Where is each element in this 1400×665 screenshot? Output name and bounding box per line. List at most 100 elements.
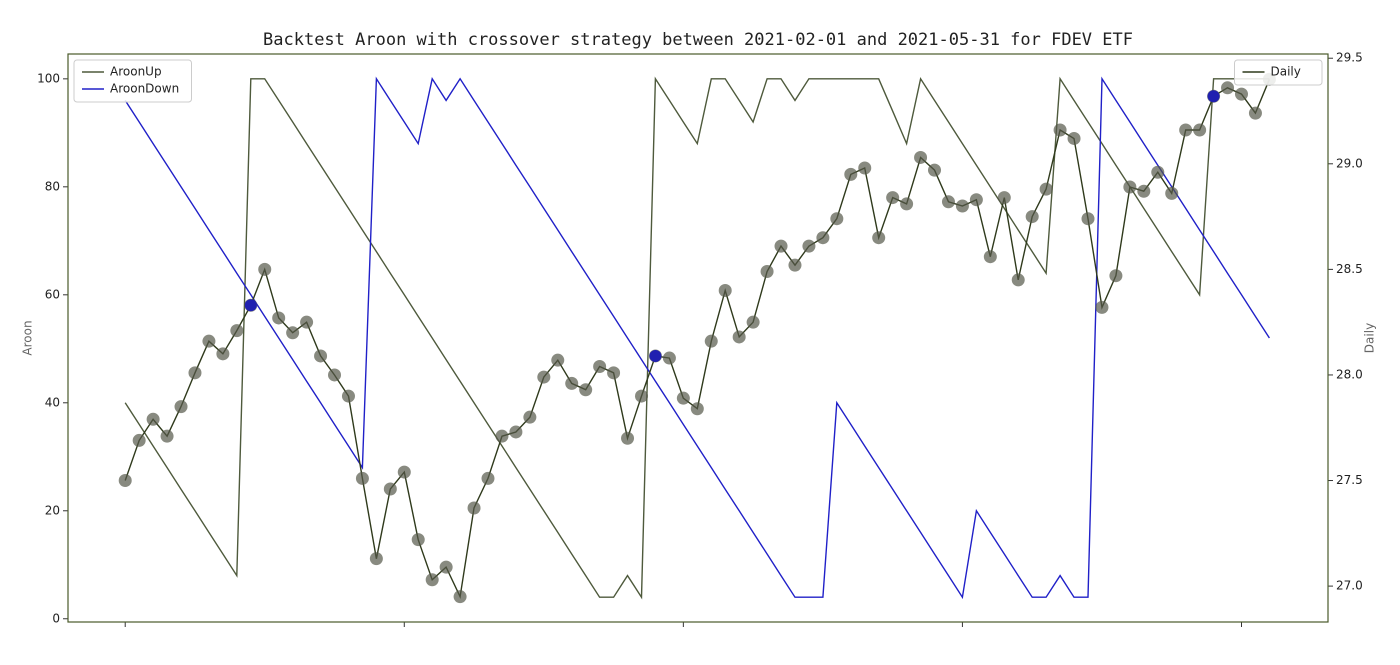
data-point xyxy=(439,560,453,574)
y2-tick-label: 29.0 xyxy=(1336,156,1363,170)
data-point xyxy=(453,590,467,604)
legend-label: AroonUp xyxy=(110,65,162,79)
data-point xyxy=(1207,90,1220,103)
data-point xyxy=(160,429,174,443)
data-point xyxy=(955,199,969,213)
data-point xyxy=(174,400,188,414)
data-point xyxy=(607,366,621,380)
data-point xyxy=(690,402,704,416)
y2-tick-label: 27.5 xyxy=(1336,473,1363,487)
data-point xyxy=(621,431,635,445)
series-line xyxy=(124,76,1270,600)
data-point xyxy=(997,191,1011,205)
y2-axis-label: Daily xyxy=(1363,323,1377,353)
data-point xyxy=(341,389,355,403)
data-point xyxy=(551,353,565,367)
y-tick-label: 40 xyxy=(45,395,60,409)
data-point xyxy=(1123,180,1137,194)
data-point xyxy=(1011,273,1025,287)
data-point xyxy=(328,368,342,382)
series-line xyxy=(124,76,1270,600)
legend-label: AroonDown xyxy=(110,82,179,96)
data-point xyxy=(1053,123,1067,137)
data-point xyxy=(411,533,425,547)
chart-title: Backtest Aroon with crossover strategy b… xyxy=(263,30,1133,50)
data-point xyxy=(593,360,607,374)
data-point xyxy=(230,324,244,338)
data-point xyxy=(1067,131,1081,145)
legend-box xyxy=(1234,59,1323,86)
data-point xyxy=(941,195,955,209)
data-point xyxy=(1137,184,1151,198)
data-point xyxy=(676,391,690,405)
data-point xyxy=(579,383,593,397)
data-point xyxy=(272,311,286,325)
data-point xyxy=(1095,300,1109,314)
data-point xyxy=(1109,269,1123,283)
data-point xyxy=(523,410,537,424)
data-point xyxy=(132,433,146,447)
data-point xyxy=(1234,87,1248,101)
y2-tick-label: 28.0 xyxy=(1336,367,1363,381)
data-point xyxy=(146,412,160,426)
data-point xyxy=(481,471,495,485)
data-point xyxy=(872,231,886,245)
y-tick-label: 0 xyxy=(52,611,60,625)
series-line xyxy=(124,79,1271,600)
data-point xyxy=(300,315,314,329)
y2-tick-label: 28.5 xyxy=(1336,262,1363,276)
y2-tick-label: 27.0 xyxy=(1336,579,1363,593)
data-point xyxy=(355,471,369,485)
data-point xyxy=(718,283,732,297)
data-point xyxy=(1151,165,1165,179)
data-point xyxy=(537,370,551,384)
data-point xyxy=(649,349,662,362)
data-point xyxy=(1025,210,1039,224)
data-point xyxy=(286,326,300,340)
data-point xyxy=(244,299,257,312)
legend-label: Daily xyxy=(1271,65,1301,79)
data-point xyxy=(425,573,439,587)
data-point xyxy=(886,191,900,205)
legend-box xyxy=(73,59,192,103)
y-tick-label: 20 xyxy=(45,503,60,517)
y-tick-label: 60 xyxy=(45,287,60,301)
data-point xyxy=(830,212,844,226)
data-point xyxy=(928,163,942,177)
data-point xyxy=(858,161,872,175)
data-point xyxy=(495,429,509,443)
data-point xyxy=(1081,212,1095,226)
data-point xyxy=(202,334,216,348)
data-point xyxy=(983,250,997,264)
data-point xyxy=(746,315,760,329)
data-point xyxy=(216,347,230,361)
data-point xyxy=(774,239,788,253)
data-point xyxy=(704,334,718,348)
data-point xyxy=(914,150,928,164)
y-tick-label: 100 xyxy=(37,71,60,85)
data-point xyxy=(1039,182,1053,196)
data-point xyxy=(844,167,858,181)
data-point xyxy=(760,264,774,278)
data-point xyxy=(1165,186,1179,200)
data-point xyxy=(397,465,411,479)
data-point xyxy=(1248,106,1262,120)
plot-frame xyxy=(67,53,1329,623)
data-point xyxy=(1221,81,1235,95)
y-tick-label: 80 xyxy=(45,179,60,193)
data-point xyxy=(900,197,914,211)
data-point xyxy=(634,389,648,403)
data-point xyxy=(802,239,816,253)
data-point xyxy=(509,425,523,439)
data-point xyxy=(788,258,802,272)
data-point xyxy=(969,193,983,207)
data-point xyxy=(314,349,328,363)
data-point xyxy=(383,482,397,496)
data-point xyxy=(816,231,830,245)
data-point xyxy=(369,552,383,566)
data-point xyxy=(258,262,272,276)
data-point xyxy=(1179,123,1193,137)
y2-tick-label: 29.5 xyxy=(1336,51,1363,65)
data-point xyxy=(732,330,746,344)
